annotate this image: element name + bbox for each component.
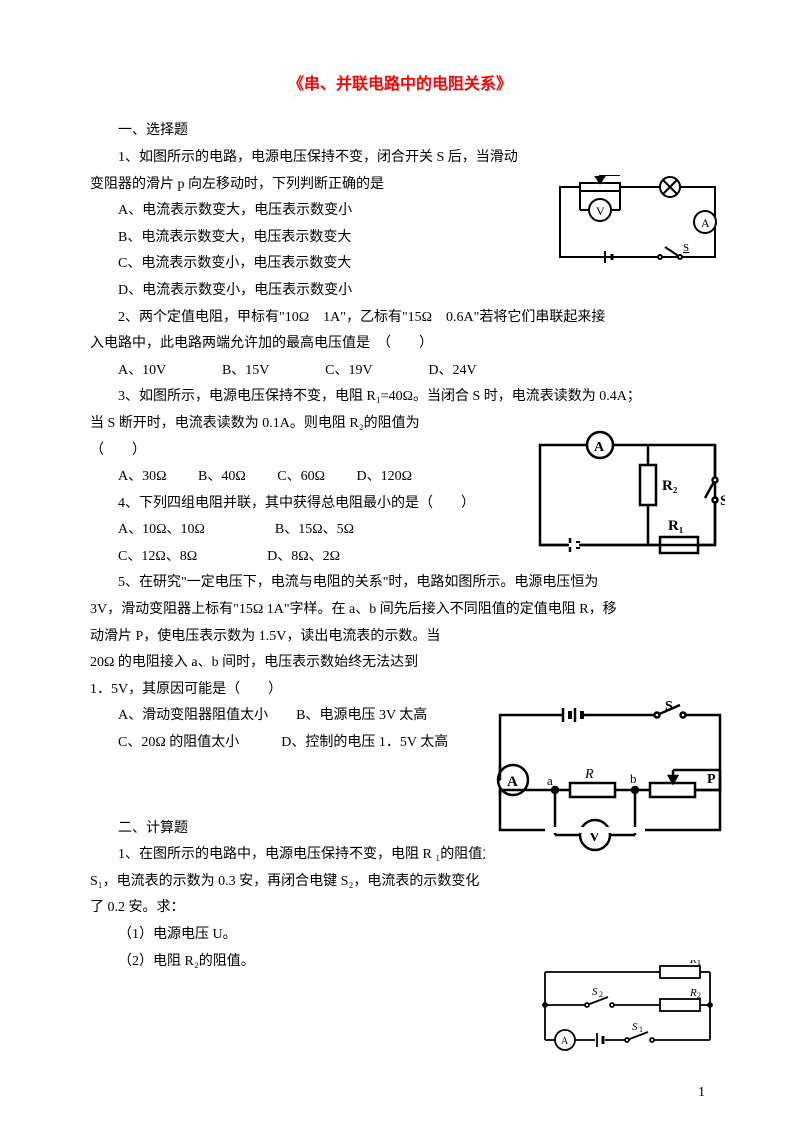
q3-line1: 3、如图所示，电源电压保持不变，电阻 R₁=40Ω。当闭合 S 时，电流表读数为… xyxy=(90,384,710,411)
svg-text:2: 2 xyxy=(599,990,603,999)
q1-line1: 1、如图所示的电路，电源电压保持不变，闭合开关 S 后，当滑动 xyxy=(90,145,710,172)
circuit-diagram-3: S A a R b P V xyxy=(485,700,735,865)
q5-line4: 20Ω 的电阻接入 a、b 间时，电压表示数始终无法达到 xyxy=(90,650,710,677)
circuit-diagram-1: P V A S xyxy=(550,175,725,275)
svg-text:1: 1 xyxy=(639,1025,643,1034)
svg-text:S: S xyxy=(592,986,598,998)
svg-text:R: R xyxy=(689,987,697,999)
svg-text:b: b xyxy=(630,771,637,786)
svg-text:R: R xyxy=(584,767,594,782)
c1-line2: S₁，电流表的示数为 0.3 安，再闭合电键 S₂，电流表的示数变化 xyxy=(90,869,710,896)
q2-options: A、10V B、15V C、19V D、24V xyxy=(90,358,710,385)
circuit-diagram-2: A R₂ S R₁ xyxy=(530,430,725,560)
q5-line2: 3V，滑动变阻器上标有"15Ω 1A"字样。在 a、b 间先后接入不同阻值的定值… xyxy=(90,597,710,624)
svg-text:A: A xyxy=(594,440,605,455)
page-number: 1 xyxy=(698,1080,705,1107)
c1-sub1: （1）电源电压 U。 xyxy=(90,922,710,949)
svg-text:a: a xyxy=(547,773,553,788)
svg-text:P: P xyxy=(589,175,597,176)
svg-text:A: A xyxy=(561,1036,569,1047)
svg-text:V: V xyxy=(596,204,605,218)
svg-text:R₁: R₁ xyxy=(668,518,683,534)
circuit-diagram-4: R 1 S 2 R 2 A S 1 xyxy=(530,960,720,1060)
q5-line1: 5、在研究"一定电压下，电流与电阻的关系"时，电路如图所示。电源电压恒为 xyxy=(90,570,710,597)
svg-text:S: S xyxy=(720,493,725,509)
svg-text:1: 1 xyxy=(697,960,701,967)
page-title: 《串、并联电路中的电阻关系》 xyxy=(90,70,710,100)
svg-text:R₂: R₂ xyxy=(662,478,678,494)
svg-text:R: R xyxy=(689,960,697,966)
q2-line2: 入电路中，此电路两端允许加的最高电压值是 （ ） xyxy=(90,331,710,358)
svg-text:A: A xyxy=(701,216,710,230)
svg-text:P: P xyxy=(707,772,716,787)
svg-text:2: 2 xyxy=(697,991,701,1000)
q5-line3: 动滑片 P，使电压表示数为 1.5V，读出电流表的示数。当 xyxy=(90,624,710,651)
q1-option-d: D、电流表示数变小，电压表示数变小 xyxy=(90,278,710,305)
c1-line3: 了 0.2 安。求： xyxy=(90,895,710,922)
q2-line1: 2、两个定值电阻，甲标有"10Ω 1A"，乙标有"15Ω 0.6A"若将它们串联… xyxy=(90,305,710,332)
svg-text:S: S xyxy=(683,242,689,254)
section-1-heading: 一、选择题 xyxy=(90,118,710,145)
svg-text:S: S xyxy=(632,1021,638,1033)
svg-text:A: A xyxy=(507,774,518,790)
